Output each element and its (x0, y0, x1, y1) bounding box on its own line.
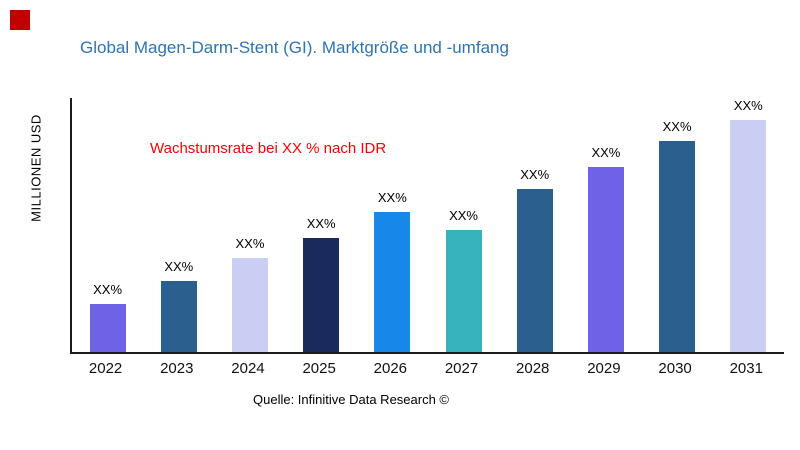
x-tick-2028: 2028 (516, 360, 550, 377)
bar-value-label: XX% (93, 281, 123, 297)
bar-value-label: XX% (306, 215, 336, 231)
bar-value-label: XX% (377, 190, 407, 206)
bar-2029 (587, 166, 624, 352)
chart-plot-area: XX% XX% XX% XX% XX% XX% XX% XX% XX% XX% (70, 98, 784, 354)
bar-2022 (89, 303, 126, 352)
bar-value-label: XX% (662, 119, 692, 135)
bars: XX% XX% XX% XX% XX% XX% XX% XX% XX% XX% (72, 98, 784, 352)
bar-value-label: XX% (733, 98, 763, 113)
page-title: Global Magen-Darm-Stent (GI). Marktgröße… (80, 38, 509, 57)
bar-column-2031: XX% (713, 98, 784, 352)
x-axis-ticks: 2022 2023 2024 2025 2026 2027 2028 2029 2030 2031 (70, 360, 782, 377)
bar-2023 (160, 280, 197, 352)
bar-2024 (231, 258, 268, 352)
x-tick-2029: 2029 (587, 360, 621, 377)
x-tick-2031: 2031 (729, 360, 763, 377)
x-tick-2024: 2024 (231, 360, 265, 377)
y-axis-label: MILLIONEN USD (28, 114, 44, 222)
x-tick-2022: 2022 (88, 360, 123, 377)
bar-2027 (445, 230, 482, 352)
x-tick-2030: 2030 (658, 360, 692, 377)
brand-square (10, 10, 30, 30)
bar-2031 (730, 120, 767, 352)
bar-column-2026: XX% (357, 98, 428, 352)
bar-value-label: XX% (520, 167, 550, 183)
bar-2030 (659, 141, 696, 352)
bar-column-2024: XX% (214, 98, 285, 352)
x-tick-2023: 2023 (160, 360, 194, 377)
bar-column-2023: XX% (143, 98, 214, 352)
bar-column-2027: XX% (428, 98, 499, 352)
bar-column-2030: XX% (642, 98, 713, 352)
bar-value-label: XX% (235, 236, 265, 252)
bar-value-label: XX% (164, 258, 194, 274)
bar-2025 (303, 237, 340, 352)
bar-value-label: XX% (449, 208, 478, 224)
bar-column-2022: XX% (72, 98, 143, 352)
bar-value-label: XX% (591, 144, 621, 160)
bar-column-2028: XX% (499, 98, 570, 352)
x-tick-2025: 2025 (302, 360, 336, 377)
bar-column-2025: XX% (286, 98, 357, 352)
source-note: Quelle: Infinitive Data Research © (253, 392, 450, 407)
bar-column-2029: XX% (570, 98, 641, 352)
bar-2026 (374, 212, 411, 352)
bar-2028 (516, 189, 553, 352)
x-tick-2027: 2027 (444, 360, 479, 377)
growth-rate-annotation: Wachstumsrate bei XX % nach IDR (150, 140, 387, 157)
x-tick-2026: 2026 (373, 360, 408, 377)
